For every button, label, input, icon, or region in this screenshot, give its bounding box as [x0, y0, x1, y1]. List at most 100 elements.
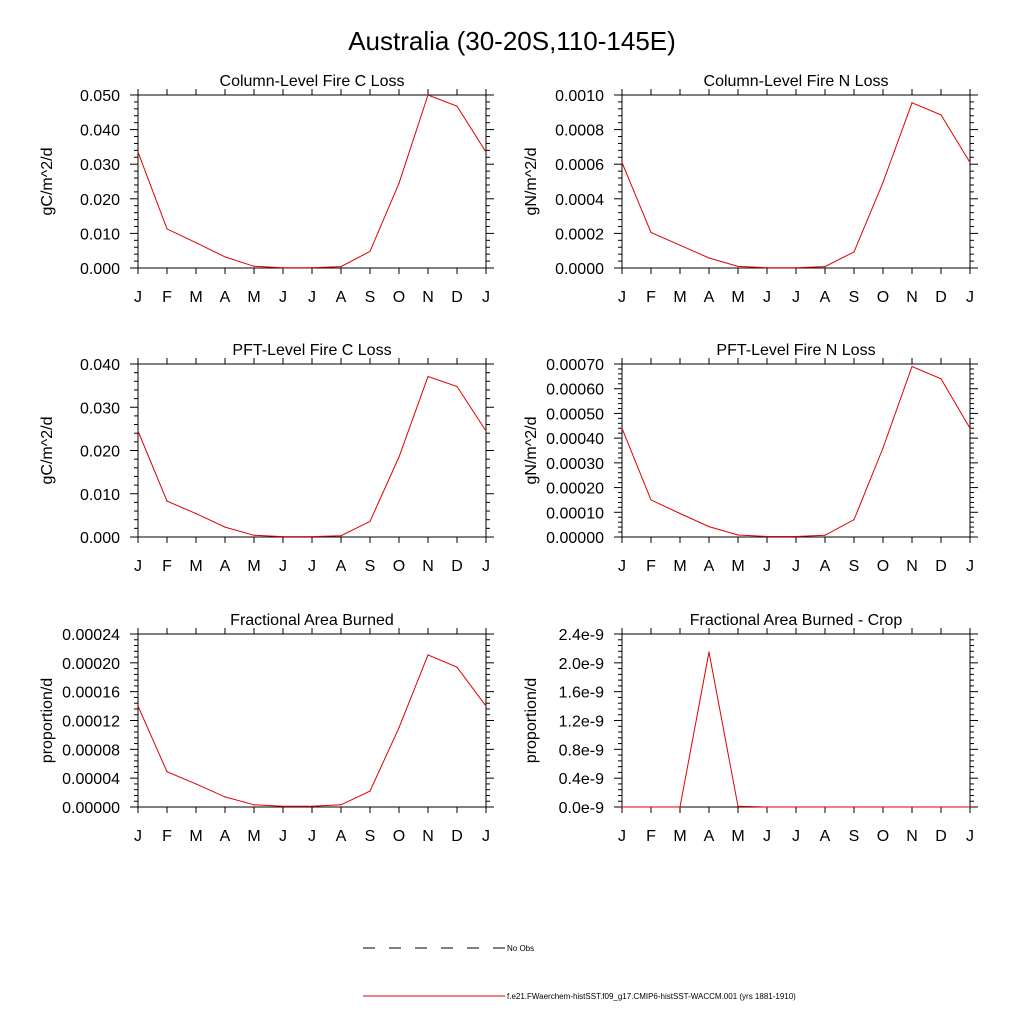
- data-point: [427, 94, 429, 96]
- x-tick-label: M: [673, 558, 686, 575]
- data-point: [137, 151, 139, 153]
- figure-title: Australia (30-20S,110-145E): [348, 26, 676, 56]
- data-point: [708, 257, 710, 259]
- x-tick-label: D: [935, 289, 947, 306]
- x-tick-label: A: [220, 828, 231, 845]
- x-tick-label: J: [792, 828, 800, 845]
- y-tick-label: 0.000: [80, 261, 120, 278]
- x-tick-label: O: [877, 558, 889, 575]
- data-point: [311, 535, 313, 538]
- data-point: [166, 500, 168, 502]
- x-tick-label: A: [820, 558, 831, 575]
- data-point: [737, 534, 739, 536]
- y-axis-label: gC/m^2/d: [39, 148, 56, 216]
- y-tick-label: 0.00060: [546, 382, 604, 399]
- data-point: [340, 535, 342, 537]
- data-point: [940, 806, 942, 808]
- data-point: [398, 727, 400, 729]
- x-tick-label: S: [849, 289, 860, 306]
- data-point: [737, 265, 739, 268]
- series-line: [137, 94, 487, 269]
- y-tick-label: 0.030: [80, 157, 120, 174]
- y-tick-label: 0.00008: [62, 742, 120, 759]
- x-tick-label: J: [308, 289, 316, 306]
- data-point: [969, 427, 971, 429]
- data-point: [456, 666, 458, 668]
- x-tick-label: J: [482, 828, 490, 845]
- data-point: [311, 267, 313, 269]
- x-tick-label: O: [877, 828, 889, 845]
- data-point: [224, 526, 226, 528]
- x-tick-label: J: [618, 828, 626, 845]
- x-tick-label: N: [422, 828, 434, 845]
- data-point: [427, 654, 429, 656]
- data-point: [679, 244, 681, 246]
- legend: No Obs f.e21.FWaerchem-histSST.f09_g17.C…: [363, 944, 796, 1001]
- data-point: [195, 513, 197, 515]
- x-tick-label: F: [646, 558, 656, 575]
- y-axis-label: gN/m^2/d: [523, 417, 540, 485]
- y-tick-label: 0.00012: [62, 714, 120, 731]
- y-tick-label: 0.020: [80, 444, 120, 461]
- data-point: [650, 806, 652, 808]
- data-point: [650, 231, 652, 234]
- data-point: [369, 520, 371, 523]
- data-point: [882, 806, 884, 808]
- x-tick-label: D: [451, 558, 463, 575]
- data-point: [911, 806, 913, 808]
- y-tick-label: 0.000: [80, 530, 120, 547]
- x-tick-label: A: [820, 289, 831, 306]
- x-tick-label: J: [279, 289, 287, 306]
- y-tick-label: 1.2e-9: [559, 714, 604, 731]
- x-tick-label: J: [308, 558, 316, 575]
- data-point: [824, 266, 826, 268]
- data-point: [485, 430, 487, 432]
- y-tick-label: 1.6e-9: [559, 685, 604, 702]
- panel-title: Column-Level Fire C Loss: [220, 73, 405, 90]
- y-axis-label: proportion/d: [523, 678, 540, 763]
- panel-title: PFT-Level Fire C Loss: [232, 342, 391, 359]
- data-point: [369, 790, 371, 792]
- x-tick-label: S: [849, 828, 860, 845]
- data-point: [766, 267, 768, 269]
- x-tick-label: N: [906, 289, 918, 306]
- x-tick-label: J: [279, 828, 287, 845]
- data-point: [253, 265, 255, 267]
- y-tick-label: 0.00040: [546, 431, 604, 448]
- data-point: [282, 535, 284, 538]
- x-tick-label: S: [365, 289, 376, 306]
- y-tick-label: 0.0010: [555, 88, 604, 105]
- series-line: [621, 102, 971, 269]
- x-tick-label: M: [731, 558, 744, 575]
- x-tick-label: J: [792, 558, 800, 575]
- x-tick-label: M: [673, 828, 686, 845]
- y-tick-label: 2.4e-9: [559, 627, 604, 644]
- data-point: [853, 806, 855, 808]
- x-tick-label: M: [247, 828, 260, 845]
- x-tick-label: J: [618, 558, 626, 575]
- data-point: [911, 365, 913, 368]
- y-tick-label: 0.020: [80, 192, 120, 209]
- x-tick-label: S: [365, 558, 376, 575]
- x-tick-label: J: [763, 828, 771, 845]
- y-axis-label: gC/m^2/d: [39, 417, 56, 485]
- chart-panel-6: Fractional Area Burned - Crop proportion/…: [523, 612, 978, 845]
- data-point: [853, 519, 855, 521]
- data-point: [766, 806, 768, 808]
- plot-frame: [621, 94, 971, 269]
- y-tick-label: 0.030: [80, 400, 120, 417]
- y-tick-label: 0.00030: [546, 456, 604, 473]
- plot-frame: [137, 94, 487, 269]
- x-tick-label: A: [220, 558, 231, 575]
- data-point: [253, 534, 255, 536]
- data-point: [679, 512, 681, 515]
- x-tick-label: O: [393, 558, 405, 575]
- x-tick-label: F: [162, 828, 172, 845]
- x-tick-label: J: [618, 289, 626, 306]
- data-point: [456, 385, 458, 388]
- y-tick-label: 0.010: [80, 226, 120, 243]
- y-tick-label: 0.00070: [546, 357, 604, 374]
